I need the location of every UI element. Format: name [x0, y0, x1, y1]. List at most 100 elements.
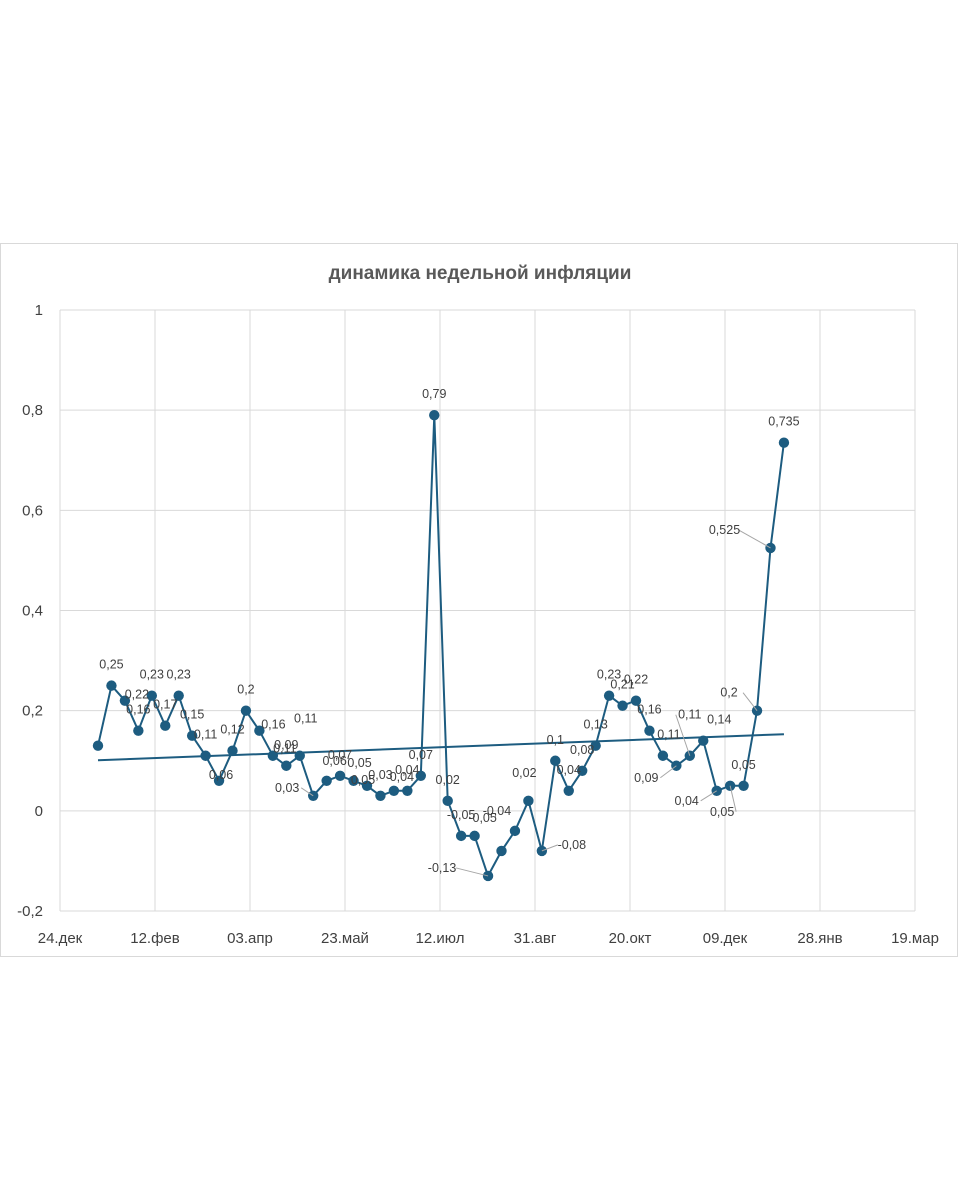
y-tick-label: 0,6: [22, 502, 43, 519]
data-point: [375, 790, 386, 802]
x-tick-label: 09.дек: [703, 930, 748, 947]
data-label: 0,525: [709, 523, 740, 537]
data-label: 0,06: [322, 754, 346, 768]
data-label: 0,16: [261, 718, 285, 732]
leader-line: [738, 529, 771, 549]
y-tick-label: 0: [35, 803, 43, 820]
data-label: 0,13: [583, 718, 607, 732]
data-label: 0,09: [634, 771, 658, 785]
x-tick-label: 19.мар: [891, 930, 939, 947]
data-point: [496, 845, 507, 857]
data-point: [657, 750, 669, 761]
data-label: 0,21: [610, 678, 634, 692]
data-point: [415, 770, 426, 781]
data-labels: 0,250,220,160,230,170,230,150,110,060,12…: [99, 387, 799, 875]
data-point: [469, 830, 480, 842]
y-tick-label: 1: [35, 302, 43, 319]
trendline: [97, 733, 784, 762]
data-point: [442, 795, 453, 807]
data-label: 0,23: [597, 668, 621, 682]
data-point: [294, 750, 305, 761]
leader-line: [742, 692, 758, 711]
data-label: 0,23: [167, 668, 191, 682]
data-point: [92, 740, 104, 751]
gridlines: [59, 309, 916, 912]
data-label: 0,1: [547, 733, 564, 747]
data-label: -0,08: [558, 838, 587, 852]
x-tick-label: 23.май: [321, 930, 369, 947]
data-label: 0,02: [436, 773, 460, 787]
leader-line: [541, 844, 559, 852]
series-group: [92, 409, 790, 882]
data-label: 0,02: [512, 766, 536, 780]
leader-line: [300, 787, 314, 797]
y-axis-ticks: -0,2 0 0,2 0,4 0,6 0,8 1: [17, 302, 43, 920]
data-point: [106, 680, 117, 691]
data-label: 0,25: [99, 658, 123, 672]
data-point: [348, 775, 359, 786]
leader-line: [660, 765, 677, 779]
trendline-group: [97, 733, 784, 762]
data-point: [617, 700, 628, 711]
data-point: [281, 760, 292, 771]
data-label: 0,04: [675, 794, 699, 808]
data-label: 0,05: [731, 758, 755, 772]
data-label: 0,22: [125, 688, 149, 702]
x-tick-label: 12.фев: [130, 930, 180, 947]
data-point: [630, 695, 642, 706]
data-point: [738, 780, 749, 791]
data-point: [577, 765, 588, 776]
data-label: 0,14: [707, 713, 731, 727]
data-label: 0,16: [126, 703, 150, 717]
data-point: [402, 785, 413, 796]
chart-title: динамика недельной инфляции: [329, 263, 632, 284]
data-label: 0,79: [422, 387, 446, 401]
data-point: [227, 745, 238, 756]
data-point: [321, 775, 332, 786]
data-point: [563, 785, 574, 796]
x-tick-label: 12.июл: [416, 930, 465, 947]
data-point: [213, 775, 225, 786]
data-label: 0,11: [678, 708, 701, 722]
data-label: 0,08: [570, 743, 594, 757]
data-label: 0,17: [153, 698, 177, 712]
data-point: [240, 705, 252, 716]
data-point: [267, 750, 279, 761]
data-point: [119, 695, 131, 706]
data-point: [778, 437, 790, 448]
data-label: 0,04: [557, 763, 581, 777]
data-point: [334, 770, 346, 781]
x-axis-ticks: 24.дек 12.фев 03.апр 23.май 12.июл 31.авг 20.о…: [38, 930, 939, 947]
data-label: 0,04: [390, 770, 414, 784]
data-label: 0,04: [395, 763, 419, 777]
data-label: 0,22: [624, 673, 648, 687]
data-point: [133, 725, 144, 736]
leader-line: [700, 790, 717, 802]
data-point: [509, 825, 521, 837]
line-chart: динамика недельной инфляции -0,2 0 0,2 0,4 0…: [17, 263, 939, 947]
data-label: 0,03: [368, 768, 392, 782]
data-point: [590, 740, 601, 751]
x-tick-label: 03.апр: [227, 930, 273, 947]
data-label: 0,12: [220, 723, 244, 737]
data-label: 0,2: [237, 683, 254, 697]
x-tick-label: 31.авг: [514, 930, 557, 947]
data-label: -0,05: [447, 808, 476, 822]
data-label: 0,15: [180, 708, 204, 722]
data-point: [429, 409, 440, 421]
data-label: 0,16: [637, 703, 661, 717]
data-label: 0,07: [328, 748, 352, 762]
y-tick-label: 0,8: [22, 402, 43, 419]
data-point: [523, 795, 534, 807]
leader-line: [455, 867, 489, 877]
data-point: [160, 720, 171, 731]
data-label: 0,05: [351, 773, 375, 787]
data-point: [698, 735, 709, 746]
data-point: [644, 725, 655, 736]
data-point: [388, 785, 400, 796]
chart-frame: динамика недельной инфляции -0,2 0 0,2 0,4 0…: [0, 243, 958, 957]
data-label: 0,11: [273, 742, 296, 756]
data-point: [173, 690, 184, 701]
series-line: [97, 414, 785, 877]
data-label: -0,05: [468, 811, 497, 825]
